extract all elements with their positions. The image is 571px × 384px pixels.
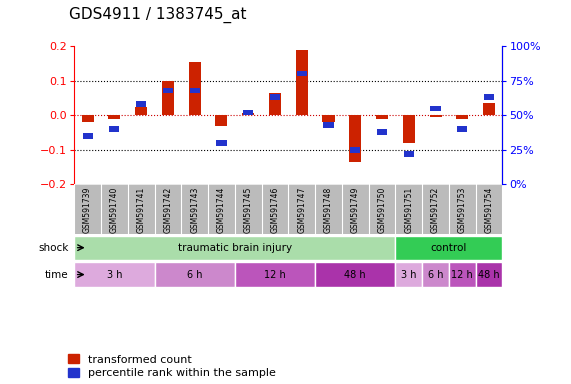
Bar xyxy=(449,263,476,286)
Text: 48 h: 48 h xyxy=(478,270,500,280)
Bar xyxy=(296,50,308,115)
Text: GSM591744: GSM591744 xyxy=(217,187,226,233)
Bar xyxy=(395,263,422,286)
Text: 6 h: 6 h xyxy=(187,270,203,280)
Text: traumatic brain injury: traumatic brain injury xyxy=(178,243,292,253)
Text: GSM591741: GSM591741 xyxy=(136,187,146,233)
Legend: transformed count, percentile rank within the sample: transformed count, percentile rank withi… xyxy=(69,354,276,379)
Text: 12 h: 12 h xyxy=(264,270,286,280)
Text: 12 h: 12 h xyxy=(452,270,473,280)
Bar xyxy=(155,263,235,286)
Bar xyxy=(349,115,361,162)
Bar xyxy=(242,114,254,115)
Bar xyxy=(108,115,120,119)
Bar xyxy=(431,106,441,111)
Text: GSM591753: GSM591753 xyxy=(458,187,467,233)
Text: GSM591748: GSM591748 xyxy=(324,187,333,233)
Bar xyxy=(74,236,395,260)
Text: GSM591754: GSM591754 xyxy=(485,187,493,233)
Text: 48 h: 48 h xyxy=(344,270,366,280)
Text: 3 h: 3 h xyxy=(401,270,417,280)
Bar xyxy=(456,115,468,119)
Text: time: time xyxy=(45,270,69,280)
Bar xyxy=(136,101,146,107)
Bar xyxy=(190,88,200,93)
Text: GSM591739: GSM591739 xyxy=(83,187,92,233)
Bar xyxy=(403,115,415,143)
Bar xyxy=(422,263,449,286)
Text: control: control xyxy=(431,243,467,253)
Text: GSM591745: GSM591745 xyxy=(244,187,253,233)
Bar xyxy=(270,94,280,100)
Bar xyxy=(243,110,254,115)
Bar xyxy=(484,94,494,100)
Bar xyxy=(429,115,441,117)
Bar xyxy=(377,129,387,134)
Bar xyxy=(350,147,360,152)
Bar xyxy=(163,88,173,93)
Text: GSM591747: GSM591747 xyxy=(297,187,306,233)
Bar xyxy=(323,122,333,127)
Bar xyxy=(395,236,502,260)
Bar xyxy=(216,140,227,146)
Text: shock: shock xyxy=(38,243,69,253)
Text: GSM591743: GSM591743 xyxy=(190,187,199,233)
Bar xyxy=(215,115,227,126)
Bar xyxy=(74,263,155,286)
Bar xyxy=(297,71,307,76)
Bar xyxy=(109,126,119,132)
Text: 3 h: 3 h xyxy=(107,270,122,280)
Text: GSM591750: GSM591750 xyxy=(377,187,387,233)
Bar xyxy=(404,151,414,157)
Bar xyxy=(135,107,147,115)
Bar xyxy=(162,81,174,115)
Bar xyxy=(323,115,335,122)
Bar xyxy=(476,263,502,286)
Text: 6 h: 6 h xyxy=(428,270,443,280)
Bar xyxy=(269,93,281,115)
Text: GSM591751: GSM591751 xyxy=(404,187,413,233)
Text: GSM591746: GSM591746 xyxy=(271,187,279,233)
Text: GSM591740: GSM591740 xyxy=(110,187,119,233)
Bar xyxy=(83,133,93,139)
Text: GSM591742: GSM591742 xyxy=(163,187,172,233)
Bar xyxy=(376,115,388,119)
Bar xyxy=(457,126,468,132)
Bar xyxy=(315,263,395,286)
Bar xyxy=(483,103,495,115)
Bar xyxy=(188,62,200,115)
Bar xyxy=(82,115,94,122)
Text: GDS4911 / 1383745_at: GDS4911 / 1383745_at xyxy=(69,7,246,23)
Bar xyxy=(235,263,315,286)
Text: GSM591749: GSM591749 xyxy=(351,187,360,233)
Text: GSM591752: GSM591752 xyxy=(431,187,440,233)
